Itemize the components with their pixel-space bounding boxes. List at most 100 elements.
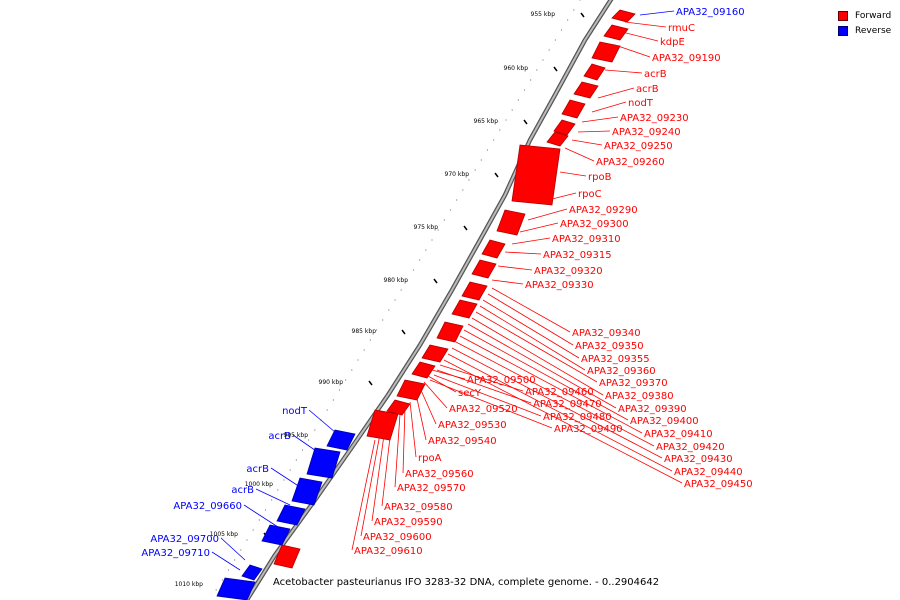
scale-minor-tick [345, 379, 347, 381]
scale-minor-tick [449, 209, 452, 211]
scale-minor-tick [474, 169, 476, 171]
scale-minor-tick [579, 0, 581, 1]
forward-gene-block [511, 144, 561, 206]
scale-ticks: 955 kbp 960 kbp 965 kbp 970 kbp 975 kbp 980 k… [175, 0, 585, 591]
scale-minor-tick [215, 589, 217, 591]
scale-minor-tick [443, 219, 445, 221]
scale-minor-tick [542, 59, 544, 61]
gene-label: APA32_09590 [374, 517, 443, 528]
gene-leader-line [614, 44, 651, 58]
gene-leader-line [471, 317, 604, 396]
gene-label: kdpE [660, 37, 685, 48]
scale-minor-tick [480, 159, 482, 161]
gene-label: APA32_09540 [428, 436, 497, 447]
gene-leader-line [243, 504, 279, 528]
forward-gene-block [273, 544, 301, 569]
scale-minor-tick [394, 299, 396, 301]
gene-leader-line [455, 341, 655, 447]
forward-gene-block [481, 239, 506, 259]
gene-leader-line [564, 147, 595, 162]
scale-minor-tick [363, 349, 365, 351]
gene-leader-line [597, 87, 635, 99]
scale-minor-tick [369, 339, 371, 341]
scale-minor-tick [419, 259, 421, 261]
gene-leader-line [220, 537, 246, 561]
gene-label: APA32_09160 [676, 7, 745, 18]
scale-minor-tick [382, 319, 384, 321]
reverse-gene-block [291, 477, 323, 506]
gene-label: rpoA [418, 453, 442, 464]
scale-tick-mark [368, 380, 373, 386]
gene-label: APA32_09390 [618, 404, 687, 415]
scale-tick-label: 985 kbp [352, 328, 377, 335]
gene-label: APA32_09360 [587, 366, 656, 377]
scale-minor-tick [406, 279, 408, 281]
gene-label: APA32_09520 [449, 404, 518, 415]
gene-leader-line [443, 359, 683, 484]
gene-label: APA32_09480 [543, 412, 612, 423]
scale-minor-tick [332, 399, 334, 401]
gene-leader-line [447, 353, 673, 472]
scale-tick-label: 965 kbp [474, 118, 499, 125]
gene-leader-line [451, 347, 663, 459]
gene-leader-line [467, 323, 617, 409]
gene-label: APA32_09440 [674, 467, 743, 478]
gene-label: acrB [644, 69, 667, 80]
gene-leader-line [475, 311, 598, 383]
gene-label: nodT [628, 98, 654, 109]
legend-item-reverse: Reverse [838, 23, 891, 38]
gene-label: APA32_09570 [397, 483, 466, 494]
gene-leader-line [415, 393, 427, 441]
scale-minor-tick [486, 149, 489, 151]
scale-tick-mark [523, 119, 528, 125]
reverse-gene-block [276, 504, 306, 526]
forward-swatch [838, 10, 848, 21]
gene-label: APA32_09330 [525, 280, 594, 291]
scale-minor-tick [431, 239, 433, 241]
forward-gene-block [471, 259, 497, 279]
gene-label: APA32_09600 [363, 532, 432, 543]
scale-tick-label: 955 kbp [531, 11, 556, 18]
gene-label: APA32_09500 [467, 375, 536, 386]
scale-minor-tick [314, 429, 316, 431]
scale-minor-tick [567, 19, 569, 21]
gene-label: APA32_09340 [572, 328, 641, 339]
gene-leader-line [624, 21, 667, 28]
forward-gene-block [603, 24, 629, 41]
gene-leader-line [491, 279, 524, 285]
gene-label: APA32_09250 [604, 141, 673, 152]
forward-gene-block [583, 63, 606, 81]
gene-label: APA32_09355 [581, 354, 650, 365]
scale-minor-tick [252, 529, 254, 531]
scale-minor-tick [517, 99, 519, 101]
scale-minor-tick [505, 119, 507, 121]
gene-leader-line [479, 305, 586, 371]
gene-leader-line [255, 488, 291, 506]
gene-label: APA32_09320 [534, 266, 603, 277]
gene-leader-line [504, 251, 542, 255]
gene-leader-line [351, 439, 376, 551]
gene-label: acrB [636, 84, 659, 95]
scale-minor-tick [462, 189, 464, 191]
gene-label: APA32_09530 [438, 420, 507, 431]
scale-minor-tick [560, 29, 563, 31]
gene-leader-line [409, 401, 417, 458]
gene-leader-line [429, 379, 553, 429]
gene-label: APA32_09470 [533, 399, 602, 410]
gene-label: APA32_09380 [605, 391, 674, 402]
gene-leader-line [559, 171, 587, 177]
scale-tick-label: 1005 kbp [210, 531, 238, 538]
gene-leader-line [381, 419, 393, 507]
reverse-gene-block [261, 524, 291, 546]
scale-tick-mark [580, 12, 585, 18]
gene-leader-line [211, 551, 241, 571]
scale-minor-tick [289, 469, 291, 471]
reverse-gene-block [216, 577, 256, 600]
scale-minor-tick [530, 79, 532, 81]
gene-leader-line [621, 31, 659, 42]
scale-minor-tick [338, 389, 341, 391]
scale-minor-tick [400, 289, 402, 291]
gene-label: APA32_09460 [525, 387, 594, 398]
gene-leader-line [459, 335, 643, 434]
scale-tick-mark [463, 225, 468, 231]
